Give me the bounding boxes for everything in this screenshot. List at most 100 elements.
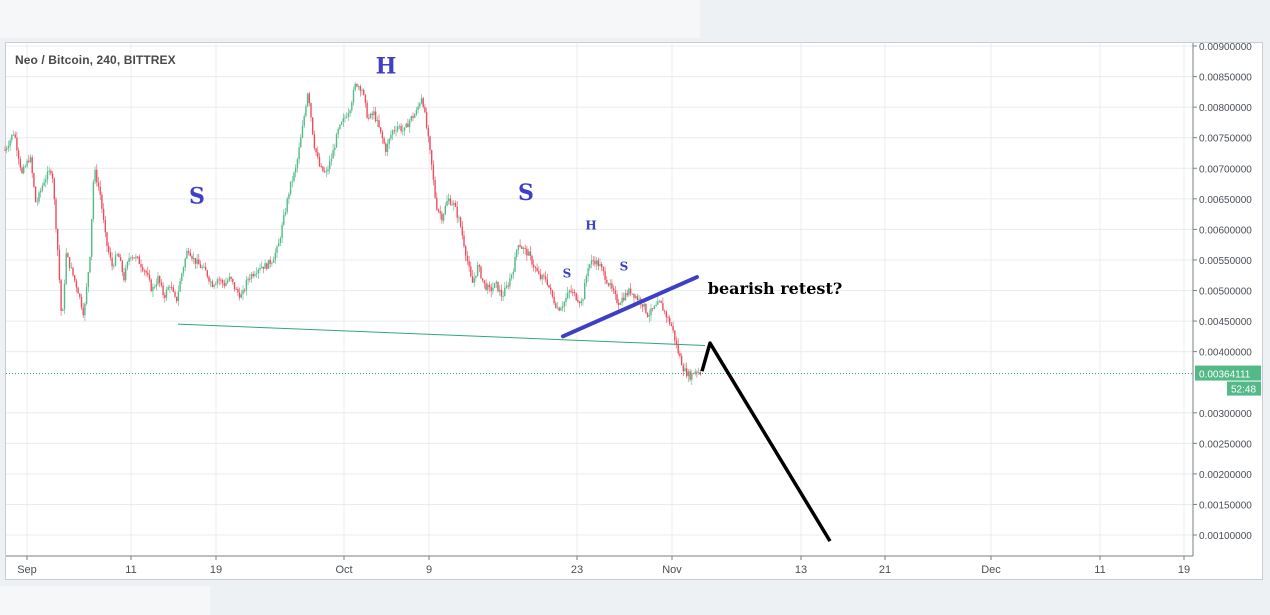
candle-body [660,300,662,304]
candle-body [298,147,300,160]
candle-body [193,258,195,259]
chart-panel[interactable] [5,42,1263,580]
candle-body [371,113,373,115]
projection-arrow[interactable] [700,341,832,543]
candle-body [245,280,248,291]
candle-body [262,266,265,269]
candle-body [150,279,152,292]
candle-body [587,268,589,276]
trendline[interactable] [561,275,699,339]
candle-body [295,167,297,173]
candle-body [41,185,44,191]
x-tick-label: 23 [571,564,583,576]
candle-body [36,201,38,203]
candle-body [400,125,402,132]
y-tick-label: 0.00500000 [1199,287,1252,298]
candle-body [696,371,698,373]
candle-body [580,300,582,304]
candle-body [242,290,244,295]
candle-body [176,296,178,302]
candle-body [240,294,242,298]
candle-body [555,303,557,308]
candle-body [662,303,664,311]
x-tick-label: 13 [795,564,807,576]
candle-body [130,257,132,259]
candle-body [446,200,448,206]
candle-body [92,181,95,219]
candle-body [123,272,125,281]
candle-body [45,179,47,183]
candle-body [33,173,35,187]
candle-body [614,290,616,295]
x-tick-label: 21 [879,564,891,576]
candle-body [531,255,533,265]
candle-body [306,93,309,107]
candle-body [31,157,33,174]
candle-body [160,282,163,286]
candle-body [645,303,647,313]
candle-body [16,137,18,151]
candle-body [669,317,671,324]
candle-body [567,292,569,298]
candle-body [636,296,639,300]
candle-body [271,262,273,264]
candle-body [305,106,307,117]
x-tick-label: Nov [662,564,682,576]
y-tick-label: 0.00450000 [1199,317,1252,328]
candle-body [352,89,355,103]
candle-body [463,235,465,247]
candle-body [429,136,431,150]
candle-body [89,256,91,273]
candle-body [456,206,458,218]
candle-body [686,368,688,377]
candle-body [318,156,321,167]
y-tick-label: 0.00300000 [1199,409,1252,420]
candle-body [478,265,480,267]
countdown-label: 52:48 [1231,385,1256,396]
candle-body [125,268,127,281]
candle-body [699,372,701,375]
candle-body [135,256,137,259]
candle-body [594,260,596,265]
candle-body [191,256,193,259]
y-tick-label: 0.00900000 [1199,42,1252,53]
candle-body [4,149,6,151]
candle-body [164,295,166,298]
candle-body [6,148,8,150]
y-tick-label: 0.00550000 [1199,256,1252,267]
candle-body [267,259,270,269]
candle-body [386,143,389,152]
candle-body [364,94,367,103]
candle-body [300,137,302,148]
pattern-label: S [189,184,205,210]
candle-body [283,214,285,225]
candle-body [43,182,45,186]
neckline[interactable] [177,323,706,347]
candle-body [601,264,603,268]
candle-body [252,274,254,276]
candle-body [206,270,208,277]
candle-body [556,307,559,309]
candle-body [62,309,64,311]
candle-body [466,255,469,262]
candle-body [363,89,365,95]
candle-body [223,283,225,286]
candle-body [492,288,494,292]
candle-body [667,317,669,319]
candle-body [136,256,139,258]
candle-body [380,127,382,132]
candle-body [184,258,186,268]
candle-body [340,122,343,125]
candle-body [204,266,207,271]
candle-body [322,166,324,172]
candle-body [203,266,205,268]
candle-body [339,124,341,130]
candle-body [521,246,523,249]
candle-body [638,298,640,300]
candle-body [215,283,217,285]
x-tick-label: 19 [210,564,222,576]
candle-body [607,283,610,286]
candles [4,81,701,386]
candle-body [490,286,492,292]
